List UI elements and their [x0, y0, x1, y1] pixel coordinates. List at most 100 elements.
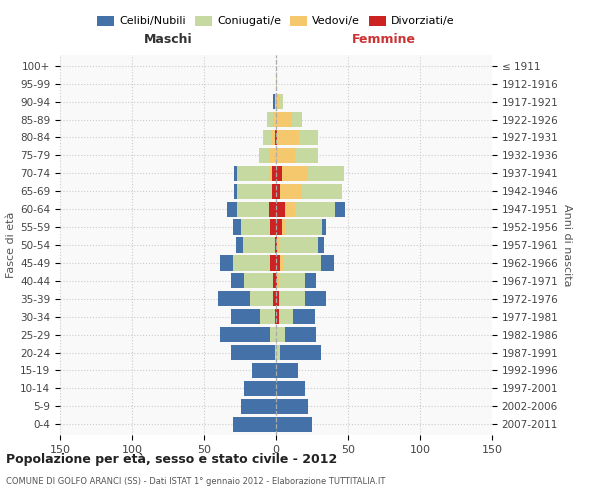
Bar — [276, 381, 305, 396]
Bar — [244, 381, 276, 396]
Bar — [269, 202, 276, 217]
Text: COMUNE DI GOLFO ARANCI (SS) - Dati ISTAT 1° gennaio 2012 - Elaborazione TUTTITAL: COMUNE DI GOLFO ARANCI (SS) - Dati ISTAT… — [6, 478, 385, 486]
Bar — [218, 291, 250, 306]
Bar — [220, 327, 270, 342]
Bar — [232, 273, 244, 288]
Bar — [275, 238, 276, 252]
Bar — [276, 256, 280, 270]
Bar — [273, 94, 275, 109]
Bar — [295, 148, 318, 163]
Bar — [273, 291, 276, 306]
Bar — [276, 309, 279, 324]
Bar — [232, 309, 260, 324]
Bar — [275, 94, 276, 109]
Bar — [269, 166, 272, 181]
Bar — [232, 345, 275, 360]
Bar — [244, 273, 273, 288]
Bar — [299, 130, 318, 145]
Bar — [320, 256, 334, 270]
Bar — [276, 130, 277, 145]
Bar — [276, 220, 282, 234]
Y-axis label: Fasce di età: Fasce di età — [6, 212, 16, 278]
Bar — [237, 166, 269, 181]
Bar — [272, 184, 276, 199]
Bar — [293, 309, 315, 324]
Bar — [277, 130, 299, 145]
Bar — [282, 220, 284, 234]
Bar — [292, 112, 302, 127]
Bar — [251, 363, 276, 378]
Bar — [234, 184, 237, 199]
Bar — [227, 202, 237, 217]
Bar — [335, 202, 345, 217]
Bar — [322, 220, 326, 234]
Bar — [275, 130, 276, 145]
Bar — [276, 398, 308, 414]
Bar — [273, 112, 276, 127]
Bar — [241, 398, 276, 414]
Text: Femmine: Femmine — [352, 33, 416, 46]
Bar — [276, 112, 292, 127]
Bar — [272, 130, 275, 145]
Bar — [234, 166, 237, 181]
Bar — [250, 291, 273, 306]
Bar — [272, 166, 276, 181]
Bar — [279, 309, 293, 324]
Bar — [284, 327, 316, 342]
Bar — [263, 130, 272, 145]
Bar — [308, 166, 344, 181]
Text: Maschi: Maschi — [143, 33, 193, 46]
Bar — [220, 256, 233, 270]
Bar — [270, 220, 276, 234]
Bar — [270, 327, 276, 342]
Bar — [276, 363, 298, 378]
Bar — [276, 148, 295, 163]
Bar — [276, 202, 284, 217]
Bar — [305, 273, 316, 288]
Bar — [280, 184, 302, 199]
Bar — [280, 238, 318, 252]
Bar — [268, 112, 273, 127]
Bar — [237, 202, 269, 217]
Bar — [237, 184, 272, 199]
Bar — [302, 184, 342, 199]
Bar — [282, 166, 308, 181]
Bar — [260, 309, 275, 324]
Bar — [277, 273, 279, 288]
Bar — [275, 345, 276, 360]
Bar — [276, 291, 279, 306]
Bar — [276, 273, 277, 288]
Bar — [280, 345, 320, 360]
Bar — [241, 220, 270, 234]
Bar — [276, 94, 280, 109]
Bar — [276, 238, 277, 252]
Bar — [236, 238, 243, 252]
Bar — [270, 256, 276, 270]
Bar — [284, 220, 322, 234]
Bar — [276, 76, 277, 92]
Bar — [276, 416, 312, 432]
Bar — [279, 273, 305, 288]
Bar — [284, 202, 295, 217]
Bar — [273, 273, 276, 288]
Legend: Celibi/Nubili, Coniugati/e, Vedovi/e, Divorziati/e: Celibi/Nubili, Coniugati/e, Vedovi/e, Di… — [93, 11, 459, 31]
Y-axis label: Anni di nascita: Anni di nascita — [562, 204, 572, 286]
Bar — [276, 184, 280, 199]
Bar — [277, 238, 280, 252]
Bar — [233, 220, 241, 234]
Bar — [276, 345, 280, 360]
Bar — [280, 256, 283, 270]
Bar — [233, 416, 276, 432]
Bar — [305, 291, 326, 306]
Bar — [276, 166, 282, 181]
Bar — [276, 327, 284, 342]
Bar — [295, 202, 335, 217]
Bar — [270, 148, 276, 163]
Bar — [279, 291, 305, 306]
Bar — [233, 256, 270, 270]
Bar — [259, 148, 270, 163]
Bar — [318, 238, 323, 252]
Bar — [275, 309, 276, 324]
Bar — [243, 238, 275, 252]
Text: Popolazione per età, sesso e stato civile - 2012: Popolazione per età, sesso e stato civil… — [6, 452, 337, 466]
